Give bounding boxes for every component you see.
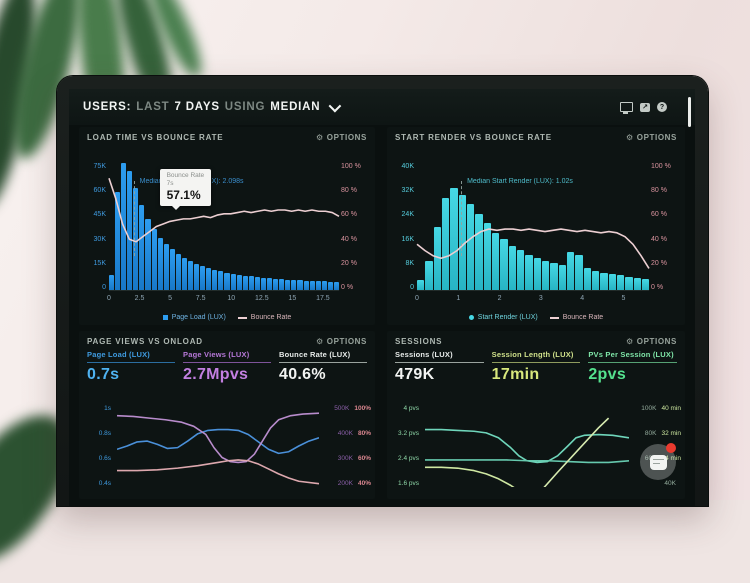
chat-button[interactable] <box>640 443 676 480</box>
trend-lines <box>117 405 319 487</box>
legend-swatch-line <box>549 316 559 319</box>
median-annotation: Median Start Render (LUX): 1.02s <box>467 178 573 185</box>
metric-page-load: Page Load (LUX) 0.7s <box>87 350 175 384</box>
header-users-label: USERS: <box>83 101 132 113</box>
legend-swatch-bars <box>162 315 168 320</box>
y-axis-left: 75K 60K 45K 30K 15K 0 <box>93 163 106 291</box>
gear-icon: ⚙ <box>626 337 634 346</box>
options-button[interactable]: ⚙ OPTIONS <box>626 133 677 142</box>
panel-start-render: START RENDER VS BOUNCE RATE ⚙ OPTIONS 40… <box>387 127 685 325</box>
gear-icon: ⚙ <box>316 133 324 142</box>
share-icon[interactable]: ↗ <box>640 102 650 112</box>
legend-swatch-bars <box>468 315 474 320</box>
y-axis-right: 100 % 80 % 60 % 40 % 20 % 0 % <box>651 163 671 291</box>
metric-page-views: Page Views (LUX) 2.7Mpvs <box>183 350 271 384</box>
y-axis-left: 40K 32K 24K 16K 8K 0 <box>401 163 414 291</box>
header-median-label: MEDIAN <box>270 101 321 113</box>
scrollbar-thumb[interactable] <box>688 97 691 127</box>
notification-dot <box>666 443 676 453</box>
panel-page-views: PAGE VIEWS VS ONLOAD ⚙ OPTIONS Page Load… <box>79 331 375 499</box>
panel-title: START RENDER VS BOUNCE RATE <box>395 133 552 142</box>
y-axis-right: 500K 100% 400K 80% 300K 60% 200K 40% <box>334 405 371 487</box>
y-axis-left: 4 pvs 3.2 pvs 2.4 pvs 1.6 pvs <box>398 405 419 487</box>
y-axis-right: 100 % 80 % 60 % 40 % 20 % 0 % <box>341 163 361 291</box>
options-button[interactable]: ⚙ OPTIONS <box>316 337 367 346</box>
monitor: USERS: LAST 7 DAYS USING MEDIAN ↗ ? LOAD… <box>57 76 708 506</box>
y-axis-left: 1s 0.8s 0.6s 0.4s <box>98 405 111 487</box>
gear-icon: ⚙ <box>316 337 324 346</box>
header-using-label: USING <box>224 101 266 113</box>
dashboard-screen: USERS: LAST 7 DAYS USING MEDIAN ↗ ? LOAD… <box>69 89 695 506</box>
options-button[interactable]: ⚙ OPTIONS <box>316 133 367 142</box>
timeframe-dropdown[interactable]: USERS: LAST 7 DAYS USING MEDIAN <box>83 99 342 113</box>
bounce-rate-line <box>109 163 339 290</box>
page-views-sparkline[interactable]: 1s 0.8s 0.6s 0.4s 500K 100% 400K 80% 300K 60% 200… <box>79 401 375 495</box>
chevron-down-icon <box>328 99 342 112</box>
help-icon[interactable]: ? <box>657 102 667 112</box>
legend-swatch-line <box>237 316 247 319</box>
load-time-chart[interactable]: 75K 60K 45K 30K 15K 0 100 % 80 % 60 % 40 % 20 % 0 … <box>79 145 375 325</box>
metrics-row: Page Load (LUX) 0.7s Page Views (LUX) 2.… <box>79 348 375 384</box>
panel-load-time: LOAD TIME VS BOUNCE RATE ⚙ OPTIONS 75K 60… <box>79 127 375 325</box>
metric-session-length: Session Length (LUX) 17min <box>491 350 581 384</box>
panel-title: PAGE VIEWS VS ONLOAD <box>87 337 203 346</box>
trend-lines <box>425 405 629 487</box>
metrics-row: Sessions (LUX) 479K Session Length (LUX)… <box>387 348 685 384</box>
display-icon[interactable] <box>620 102 633 114</box>
x-axis: 0 2.5 5 7.5 10 12.5 15 17.5 <box>107 295 330 302</box>
header-last-label: LAST <box>136 101 170 113</box>
panel-title: LOAD TIME VS BOUNCE RATE <box>87 133 224 142</box>
metric-sessions: Sessions (LUX) 479K <box>395 350 484 384</box>
sessions-sparkline[interactable]: 4 pvs 3.2 pvs 2.4 pvs 1.6 pvs 100K 40 min 80K… <box>387 401 685 495</box>
options-button[interactable]: ⚙ OPTIONS <box>626 337 677 346</box>
chart-legend: Start Render (LUX) Bounce Rate <box>387 314 685 321</box>
chart-legend: Page Load (LUX) Bounce Rate <box>79 314 375 321</box>
dashboard-header: USERS: LAST 7 DAYS USING MEDIAN ↗ ? <box>69 89 695 127</box>
median-marker: Median Page Load (LUX): 2.098s <box>133 178 244 256</box>
header-icons: ↗ ? <box>620 102 667 114</box>
chat-icon <box>649 454 667 470</box>
start-render-chart[interactable]: 40K 32K 24K 16K 8K 0 100 % 80 % 60 % 40 % 20 % 0 %… <box>387 145 685 325</box>
histogram-bars <box>109 163 339 290</box>
panel-sessions: SESSIONS ⚙ OPTIONS Sessions (LUX) 479K S… <box>387 331 685 499</box>
chart-tooltip: Bounce Rate 7s 57.1% <box>159 169 212 211</box>
metric-bounce-rate: Bounce Rate (LUX) 40.6% <box>279 350 367 384</box>
median-marker: Median Start Render (LUX): 1.02s <box>461 178 573 256</box>
metric-pvs-per-session: PVs Per Session (LUX) 2pvs <box>588 350 678 384</box>
header-days-label: 7 DAYS <box>174 101 220 113</box>
panel-title: SESSIONS <box>395 337 443 346</box>
bounce-rate-line <box>417 163 649 290</box>
histogram-bars <box>417 163 650 290</box>
gear-icon: ⚙ <box>626 133 634 142</box>
